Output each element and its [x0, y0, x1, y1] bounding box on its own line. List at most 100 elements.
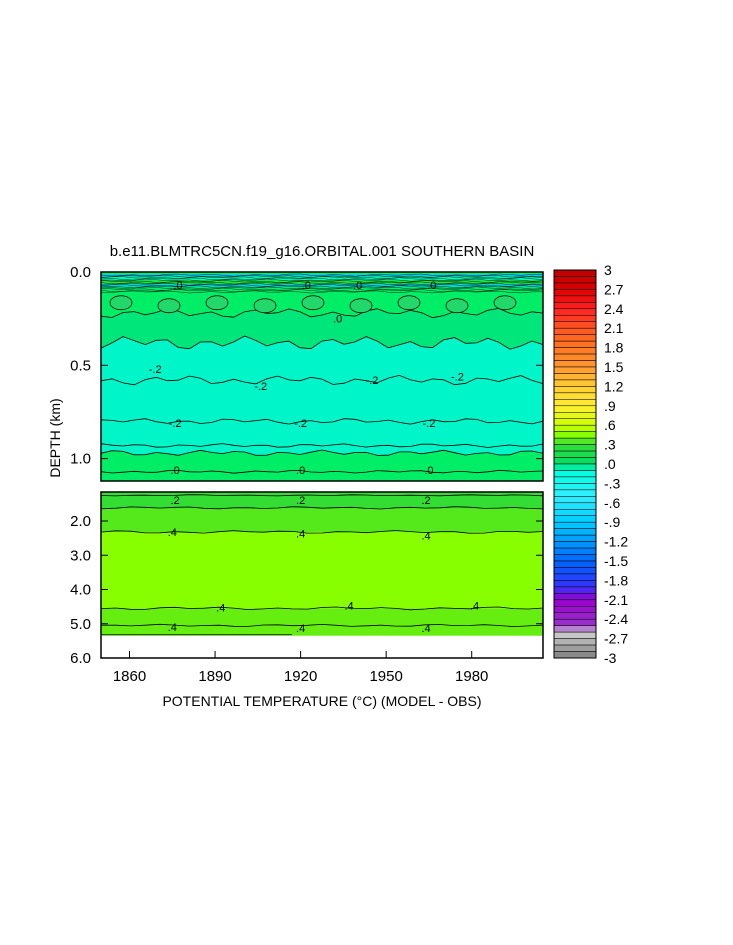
- colorbar-label: 2.4: [604, 301, 624, 317]
- lower-contour-label: .4: [470, 601, 479, 613]
- upper-surface-contour: [100, 278, 544, 282]
- lower-band-deep: [101, 608, 543, 636]
- upper-contour-line: [100, 418, 544, 425]
- colorbar-band: [553, 334, 597, 342]
- upper-contour-label: .0: [353, 280, 362, 292]
- upper-eddy: [205, 295, 229, 311]
- colorbar-band: [553, 644, 597, 652]
- lower-contour-label: .4: [168, 527, 177, 539]
- colorbar-band: [553, 599, 597, 607]
- colorbar-band: [553, 327, 597, 335]
- lower-contour-line: [100, 494, 544, 497]
- colorbar-label: .3: [604, 437, 616, 453]
- lower-y-tick-label: 4.0: [70, 582, 91, 599]
- colorbar-label: -2.7: [604, 631, 628, 647]
- colorbar-label: -2.4: [604, 611, 628, 627]
- upper-y-tick-label: 0.5: [70, 357, 91, 374]
- upper-eddy: [253, 298, 277, 314]
- x-axis-label: POTENTIAL TEMPERATURE (°C) (MODEL - OBS): [162, 693, 481, 709]
- upper-contour-label: -.2: [451, 372, 464, 384]
- colorbar-band: [553, 463, 597, 471]
- lower-y-tick-label: 3.0: [70, 547, 91, 564]
- upper-surface-contour: [100, 273, 544, 277]
- lower-panel-contour-lines: [100, 494, 544, 636]
- upper-surface-stripe: [101, 284, 543, 287]
- lower-band-02: [101, 492, 543, 509]
- colorbar-band: [553, 476, 597, 484]
- upper-surface-contour: [100, 284, 544, 287]
- upper-contour-label: .0: [333, 314, 342, 326]
- colorbar-band: [553, 418, 597, 426]
- colorbar-label: -.6: [604, 495, 621, 511]
- colorbar-band: [553, 509, 597, 516]
- colorbar-band: [553, 567, 597, 575]
- upper-eddy: [493, 295, 517, 311]
- colorbar-band: [553, 282, 597, 290]
- colorbar-bands: [553, 269, 597, 659]
- x-tick-label: 1920: [284, 668, 317, 685]
- lower-y-tick-label: 6.0: [70, 650, 91, 667]
- colorbar-label: 2.7: [604, 281, 624, 297]
- upper-contour-label: .0: [171, 465, 180, 477]
- colorbar-band: [553, 496, 597, 504]
- colorbar-band: [553, 295, 597, 303]
- upper-contour-line: [100, 469, 544, 474]
- colorbar-band: [553, 515, 597, 523]
- upper-contour-line: [100, 335, 544, 350]
- upper-surface-contour: [100, 280, 544, 283]
- colorbar-label: .9: [604, 398, 616, 414]
- colorbar-band: [553, 612, 597, 620]
- colorbar-band: [553, 321, 597, 329]
- lower-contour-label: .4: [168, 622, 177, 634]
- lower-contour-line: [100, 530, 544, 534]
- upper-eddy: [109, 295, 133, 311]
- upper-contour-label: -.2: [294, 418, 307, 430]
- colorbar-band: [553, 437, 597, 445]
- colorbar-band: [553, 470, 597, 478]
- upper-contour-label: .0: [296, 465, 305, 477]
- colorbar-band: [553, 606, 597, 613]
- lower-y-tick-label: 2.0: [70, 513, 91, 530]
- upper-panel: .0 .0 .0 .0 .0 -.2 -.2 -.2 -.2 -.2 -.2 -.2 .0 .0 .0 0.…: [70, 264, 544, 482]
- colorbar-band: [553, 399, 597, 407]
- colorbar-label: -1.8: [604, 572, 628, 588]
- upper-panel-y-ticks: 0.0 0.5 1.0: [70, 264, 543, 468]
- upper-contour-label: .0: [427, 280, 436, 292]
- upper-surface-contour: [100, 290, 544, 294]
- upper-contour-label: -.2: [169, 418, 182, 430]
- colorbar-label: .0: [604, 456, 616, 472]
- y-axis-label: DEPTH (km): [47, 398, 63, 477]
- colorbar-band: [553, 269, 597, 277]
- colorbar-band: [553, 651, 597, 659]
- colorbar-band: [553, 489, 597, 497]
- colorbar-band: [553, 580, 597, 588]
- colorbar-label: 1.5: [604, 359, 624, 375]
- lower-panel-y-ticks: 2.0 3.0 4.0 5.0 6.0: [70, 513, 543, 667]
- colorbar-band: [553, 625, 597, 633]
- colorbar-band: [553, 450, 597, 458]
- upper-contour-line: [100, 374, 544, 386]
- colorbar-band: [553, 483, 597, 491]
- upper-contour-line: [100, 443, 544, 448]
- colorbar-band: [553, 347, 597, 355]
- lower-contour-label: .4: [421, 623, 430, 635]
- upper-surface-contour: [100, 286, 544, 290]
- upper-contour-line: [100, 449, 544, 456]
- colorbar-band: [553, 521, 597, 529]
- colorbar-band: [553, 386, 597, 394]
- colorbar-label: -3: [604, 650, 617, 666]
- lower-contour-label: .2: [296, 495, 305, 507]
- colorbar-band: [553, 560, 597, 568]
- lower-contour-line: [100, 606, 544, 611]
- colorbar-band: [553, 308, 597, 316]
- upper-panel-frame: [100, 271, 544, 482]
- colorbar-band: [553, 302, 597, 310]
- colorbar-band: [553, 340, 597, 348]
- colorbar-band: [553, 593, 597, 601]
- lower-panel-frame: [100, 491, 544, 659]
- colorbar-label: 1.2: [604, 378, 624, 394]
- colorbar-band: [553, 586, 597, 594]
- colorbar-band: [553, 534, 597, 542]
- colorbar-band: [553, 541, 597, 549]
